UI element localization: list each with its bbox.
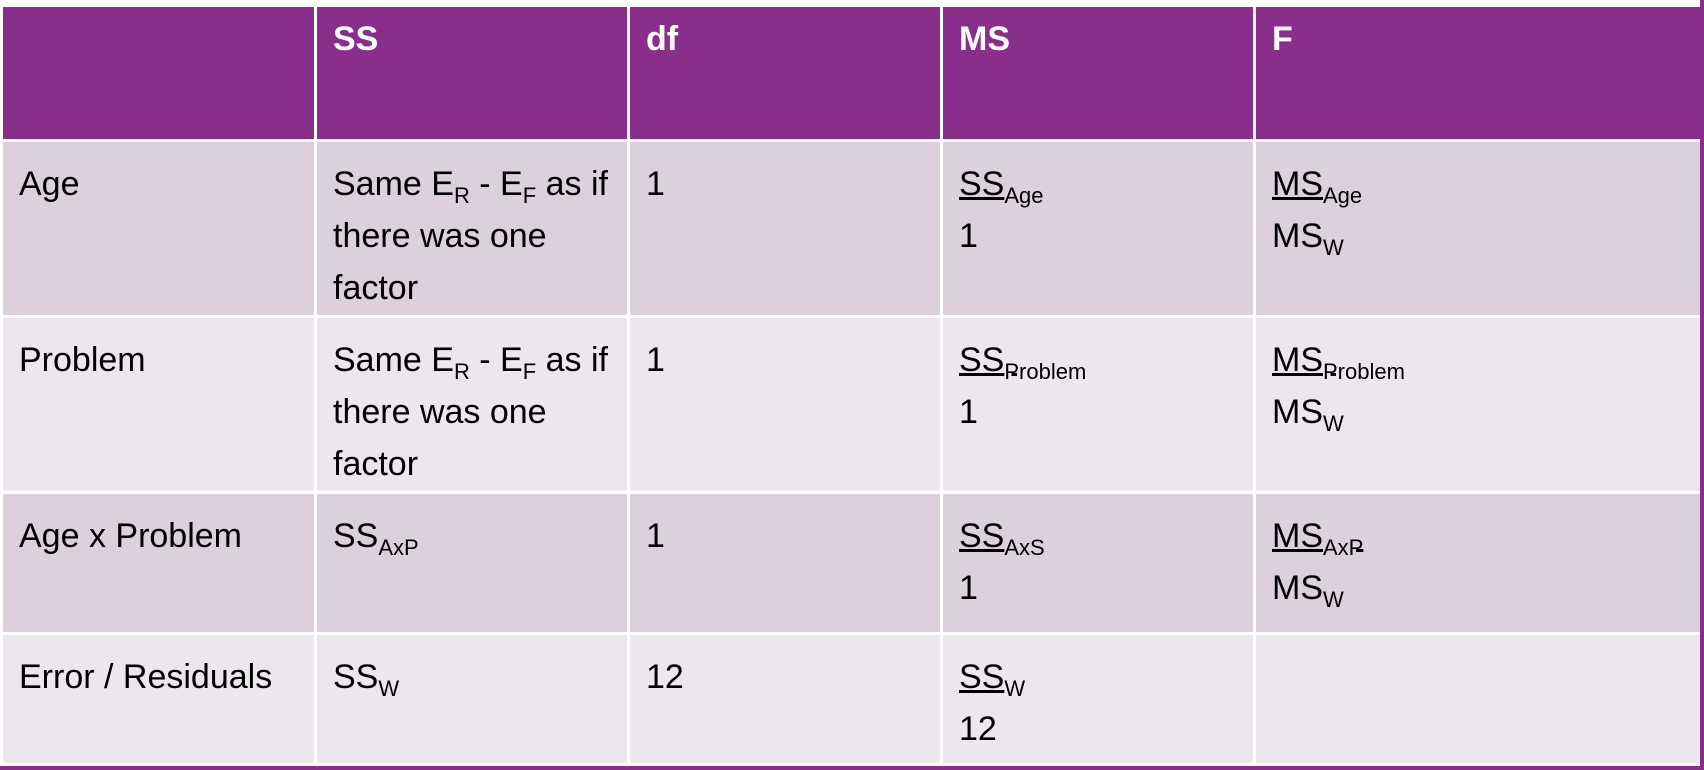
anova-table: SS df MS F Age Same ER - EF as if there …: [0, 4, 1703, 766]
ms-numerator: SSW: [959, 658, 1025, 700]
f-denominator: MSW: [1272, 562, 1684, 614]
header-row: SS df MS F: [0, 4, 1703, 142]
f-numerator: MSAge: [1272, 164, 1362, 207]
ss-base: SS: [333, 517, 379, 556]
ss-cell: Same ER - EF as if there was one factor: [314, 138, 630, 319]
f-num-base: MS: [1272, 341, 1323, 380]
ss-mid: - E: [469, 341, 523, 380]
ss-sub: AxP: [378, 535, 419, 561]
ss-sub-f: F: [522, 359, 537, 385]
ms-denominator: 12: [959, 710, 997, 749]
table-row: Age Same ER - EF as if there was one fac…: [0, 138, 1703, 319]
f-numerator: MSAxP: [1272, 517, 1363, 559]
ms-num-base: SS: [959, 658, 1005, 697]
ss-lead: Same E: [333, 164, 454, 203]
ss-cell: SSW: [314, 632, 630, 766]
f-numerator: MSProblem: [1272, 341, 1405, 383]
f-num-base: MS: [1272, 517, 1323, 556]
ms-cell: SSAge 1: [940, 138, 1256, 319]
ss-cell: Same ER - EF as if there was one factor: [314, 315, 630, 495]
slide-right-edge: [1700, 0, 1704, 770]
df-cell: 1: [627, 315, 943, 495]
ms-num-sub: AxS: [1004, 535, 1045, 561]
ms-num-sub: Problem: [1004, 359, 1087, 385]
df-cell: 1: [627, 491, 943, 636]
f-den-base: MS: [1272, 569, 1323, 608]
df-cell: 1: [627, 138, 943, 319]
f-num-sub: Problem: [1323, 359, 1405, 385]
f-den-sub: W: [1323, 587, 1344, 613]
ss-sub-f: F: [522, 182, 537, 208]
ss-sub-r: R: [453, 359, 470, 385]
ss-tail: as if there was one factor: [333, 164, 609, 307]
f-cell: MSAge MSW: [1253, 138, 1703, 319]
ms-numerator: SSAxS: [959, 517, 1045, 559]
f-den-sub: W: [1323, 234, 1344, 260]
f-den-sub: W: [1323, 411, 1344, 437]
f-num-sub: AxP: [1323, 535, 1364, 561]
f-num-base: MS: [1272, 164, 1323, 203]
header-ss: SS: [314, 4, 630, 142]
f-num-sub: Age: [1323, 182, 1363, 208]
ms-cell: SSW 12: [940, 632, 1256, 766]
header-source: [0, 4, 317, 142]
ss-base: SS: [333, 658, 379, 697]
f-den-base: MS: [1272, 216, 1323, 255]
ss-cell: SSAxP: [314, 491, 630, 636]
ms-denominator: 1: [959, 569, 978, 608]
slide-bottom-edge: [0, 766, 1704, 770]
header-f: F: [1253, 4, 1703, 142]
f-den-base: MS: [1272, 393, 1323, 432]
ms-denominator: 1: [959, 393, 978, 432]
table-row: Error / Residuals SSW 12 SSW 12: [0, 632, 1703, 766]
header-ms: MS: [940, 4, 1256, 142]
table-row: Age x Problem SSAxP 1 SSAxS 1 MSAxP MSW: [0, 491, 1703, 636]
ms-num-base: SS: [959, 164, 1005, 203]
ss-tail: as if there was one factor: [333, 341, 609, 484]
header-df: df: [627, 4, 943, 142]
table-row: Problem Same ER - EF as if there was one…: [0, 315, 1703, 495]
f-denominator: MSW: [1272, 210, 1684, 262]
source-cell: Problem: [0, 315, 317, 495]
ss-sub-r: R: [453, 182, 470, 208]
ss-lead: Same E: [333, 341, 454, 380]
ms-numerator: SSProblem: [959, 341, 1086, 383]
f-cell: MSProblem MSW: [1253, 315, 1703, 495]
source-cell: Error / Residuals: [0, 632, 317, 766]
ms-num-sub: W: [1004, 676, 1026, 702]
ss-sub: W: [378, 676, 400, 702]
f-cell: [1253, 632, 1703, 766]
ms-denominator: 1: [959, 216, 978, 255]
source-cell: Age: [0, 138, 317, 319]
ms-num-sub: Age: [1004, 182, 1044, 208]
df-cell: 12: [627, 632, 943, 766]
ms-num-base: SS: [959, 341, 1005, 380]
f-denominator: MSW: [1272, 386, 1684, 438]
ms-num-base: SS: [959, 517, 1005, 556]
ms-numerator: SSAge: [959, 164, 1044, 207]
f-cell: MSAxP MSW: [1253, 491, 1703, 636]
source-cell: Age x Problem: [0, 491, 317, 636]
ms-cell: SSProblem 1: [940, 315, 1256, 495]
ms-cell: SSAxS 1: [940, 491, 1256, 636]
ss-mid: - E: [469, 164, 523, 203]
